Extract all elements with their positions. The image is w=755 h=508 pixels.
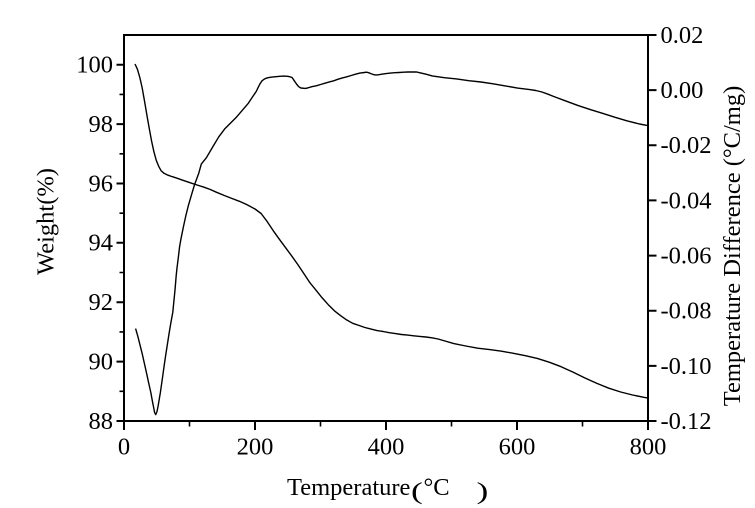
- svg-text:Temperature Difference (°C/mg): Temperature Difference (°C/mg): [719, 86, 746, 407]
- svg-text:Weight(%): Weight(%): [33, 168, 60, 275]
- svg-text:96: 96: [89, 170, 114, 197]
- svg-text:-0.02: -0.02: [661, 132, 712, 159]
- svg-text:-0.10: -0.10: [661, 353, 712, 380]
- svg-text:88: 88: [89, 408, 114, 435]
- svg-text:): ): [477, 477, 489, 504]
- svg-text:200: 200: [237, 434, 274, 461]
- svg-text:92: 92: [89, 289, 114, 316]
- svg-text:°C: °C: [424, 474, 450, 501]
- svg-text:-0.08: -0.08: [661, 298, 712, 325]
- svg-text:98: 98: [89, 111, 114, 138]
- svg-text:100: 100: [76, 52, 113, 79]
- svg-text:-0.06: -0.06: [661, 243, 712, 270]
- svg-text:0.02: 0.02: [661, 22, 704, 49]
- svg-text:600: 600: [499, 434, 536, 461]
- svg-text:-0.04: -0.04: [661, 187, 712, 214]
- svg-text:Temperature: Temperature: [287, 474, 411, 501]
- svg-text:94: 94: [89, 230, 114, 257]
- svg-text:0.00: 0.00: [661, 77, 704, 104]
- svg-text:-0.12: -0.12: [661, 408, 712, 435]
- svg-text:0: 0: [118, 434, 130, 461]
- svg-text:(: (: [411, 477, 423, 504]
- svg-text:400: 400: [368, 434, 405, 461]
- svg-text:90: 90: [89, 349, 114, 376]
- svg-text:800: 800: [630, 434, 667, 461]
